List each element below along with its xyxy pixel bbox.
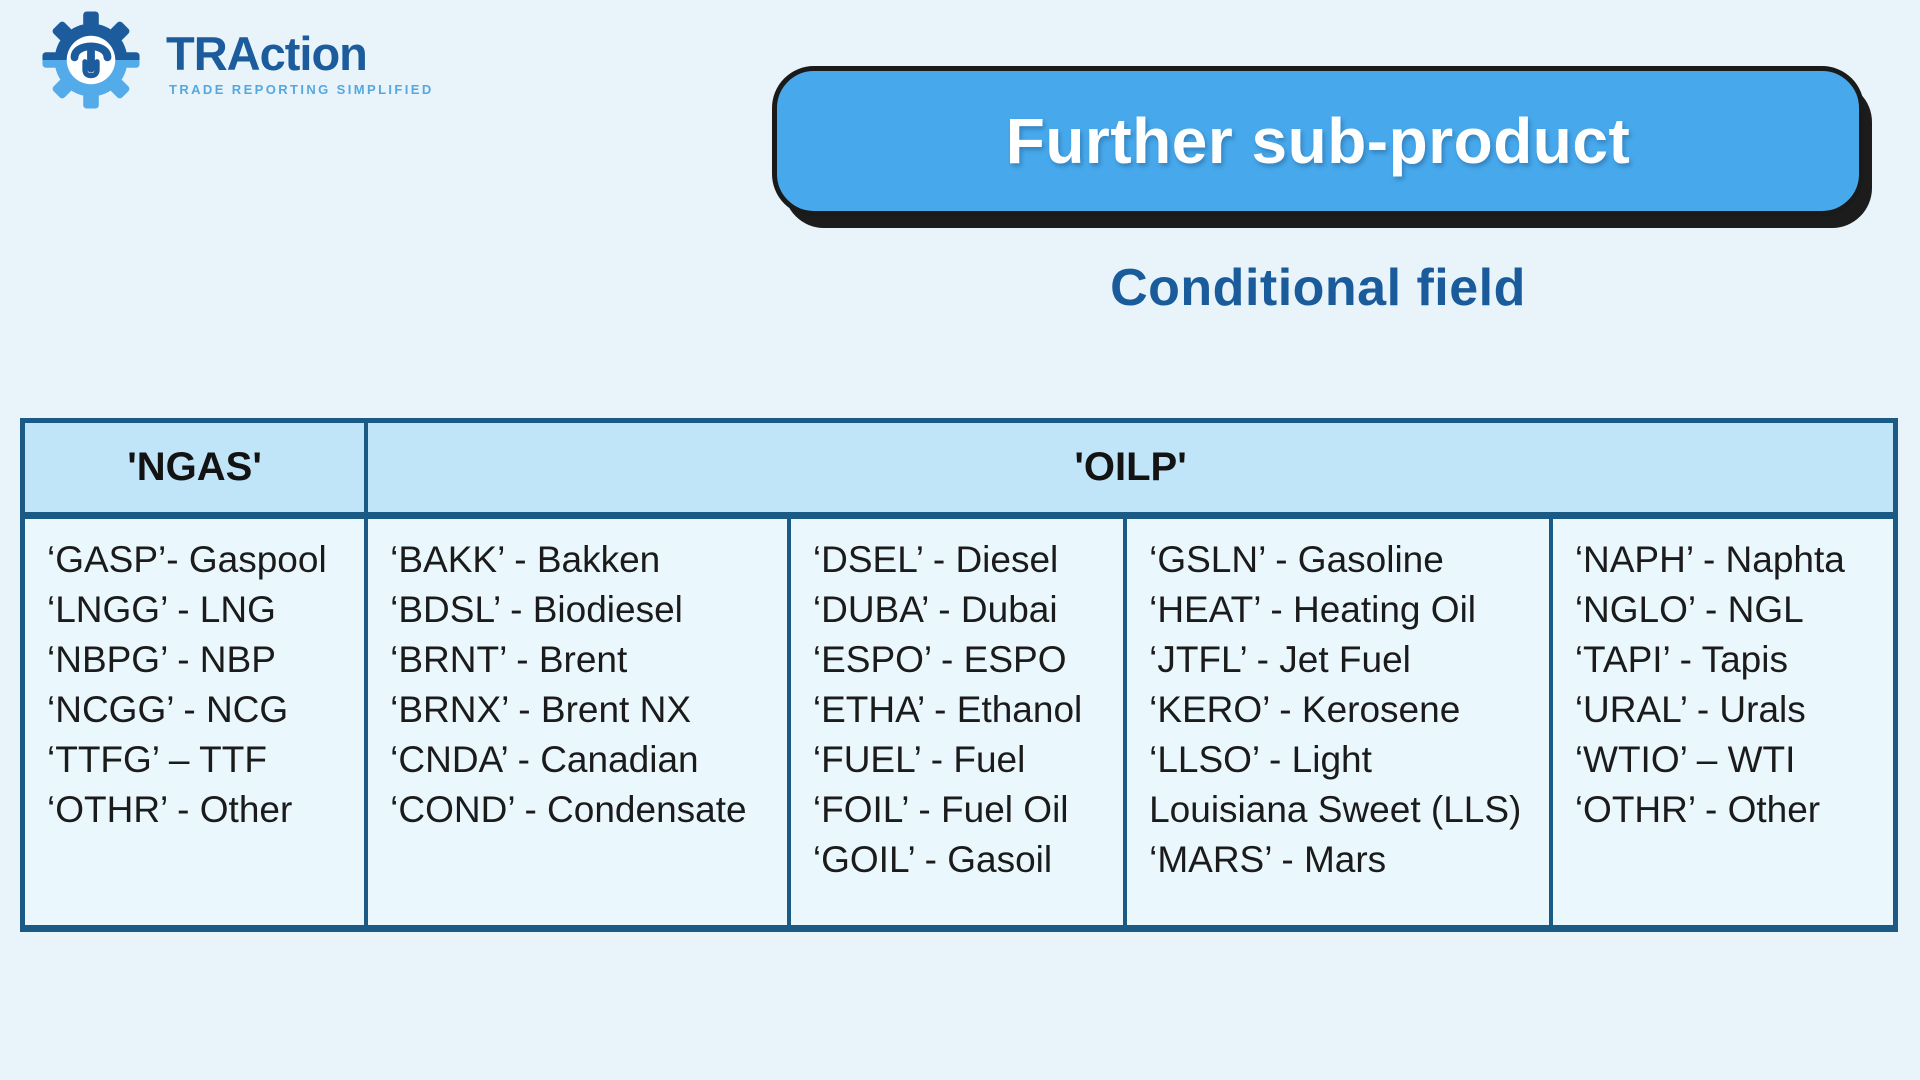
code-entry: ‘NBPG’ - NBP <box>47 639 276 680</box>
title-banner: Further sub-product <box>772 66 1864 216</box>
code-entry: ‘LNGG’ - LNG <box>47 589 276 630</box>
sub-product-table: 'NGAS' 'OILP' ‘GASP’- Gaspool ‘LNGG’ - LN… <box>20 418 1898 932</box>
code-entry: ‘ESPO’ - ESPO <box>812 639 1067 680</box>
logo-text-block: TRAction TRADE REPORTING SIMPLIFIED <box>166 8 434 97</box>
code-entry: ‘WTIO’ – WTI <box>1574 739 1796 780</box>
code-entry: ‘JTFL’ - Jet Fuel <box>1149 639 1411 680</box>
code-entry: ‘DSEL’ - Diesel <box>812 539 1059 580</box>
code-entry: ‘OTHR’ - Other <box>47 789 293 830</box>
table-cell-ngas-codes: ‘GASP’- Gaspool ‘LNGG’ - LNG ‘NBPG’ - NBP ‘… <box>25 519 369 925</box>
code-entry: ‘BRNX’ - Brent NX <box>390 689 692 730</box>
code-entry: ‘DUBA’ - Dubai <box>812 589 1058 630</box>
code-entry: ‘OTHR’ - Other <box>1574 789 1821 830</box>
code-entry: ‘FOIL’ - Fuel Oil <box>812 789 1069 830</box>
code-entry: ‘BRNT’ - Brent <box>390 639 628 680</box>
code-entry: ‘LLSO’ - Light Louisiana Sweet (LLS) <box>1149 739 1522 830</box>
table-header-ngas: 'NGAS' <box>25 423 369 519</box>
code-entry: ‘ETHA’ - Ethanol <box>812 689 1083 730</box>
table-cell-oilp-codes-2: ‘DSEL’ - Diesel ‘DUBA’ - Dubai ‘ESPO’ - ES… <box>790 519 1128 925</box>
table-cell-oilp-codes-3: ‘GSLN’ - Gasoline ‘HEAT’ - Heating Oil ‘JT… <box>1127 519 1553 925</box>
conditional-field-label: Conditional field <box>1110 259 1526 317</box>
code-entry: ‘GSLN’ - Gasoline <box>1149 539 1444 580</box>
code-entry: ‘GOIL’ - Gasoil <box>812 839 1053 880</box>
table-cell-oilp-codes-4: ‘NAPH’ - Naphta ‘NGLO’ - NGL ‘TAPI’ - Tapi… <box>1552 519 1893 925</box>
traction-gear-icon <box>42 11 140 109</box>
code-entry: ‘MARS’ - Mars <box>1149 839 1387 880</box>
title-banner-label: Further sub-product <box>1005 105 1631 177</box>
code-entry: ‘CNDA’ - Canadian <box>390 739 699 780</box>
traction-logo: TRAction TRADE REPORTING SIMPLIFIED <box>30 8 434 112</box>
code-entry: ‘GASP’- Gaspool <box>47 539 327 580</box>
code-entry: ‘BAKK’ - Bakken <box>390 539 661 580</box>
code-entry: ‘KERO’ - Kerosene <box>1149 689 1461 730</box>
table-header-oilp: 'OILP' <box>368 423 1893 519</box>
code-entry: ‘TAPI’ - Tapis <box>1574 639 1788 680</box>
code-entry: ‘COND’ - Condensate <box>390 789 747 830</box>
code-entry: ‘FUEL’ - Fuel <box>812 739 1026 780</box>
code-entry: ‘BDSL’ - Biodiesel <box>390 589 683 630</box>
code-entry: ‘HEAT’ - Heating Oil <box>1149 589 1477 630</box>
code-entry: ‘NCGG’ - NCG <box>47 689 289 730</box>
code-entry: ‘URAL’ - Urals <box>1574 689 1806 730</box>
table-cell-oilp-codes-1: ‘BAKK’ - Bakken ‘BDSL’ - Biodiesel ‘BRNT’ … <box>368 519 791 925</box>
code-entry: ‘TTFG’ – TTF <box>47 739 267 780</box>
code-entry: ‘NAPH’ - Naphta <box>1574 539 1845 580</box>
code-entry: ‘NGLO’ - NGL <box>1574 589 1804 630</box>
logo-brand-text: TRAction <box>166 27 368 80</box>
logo-tagline-text: TRADE REPORTING SIMPLIFIED <box>169 82 434 97</box>
